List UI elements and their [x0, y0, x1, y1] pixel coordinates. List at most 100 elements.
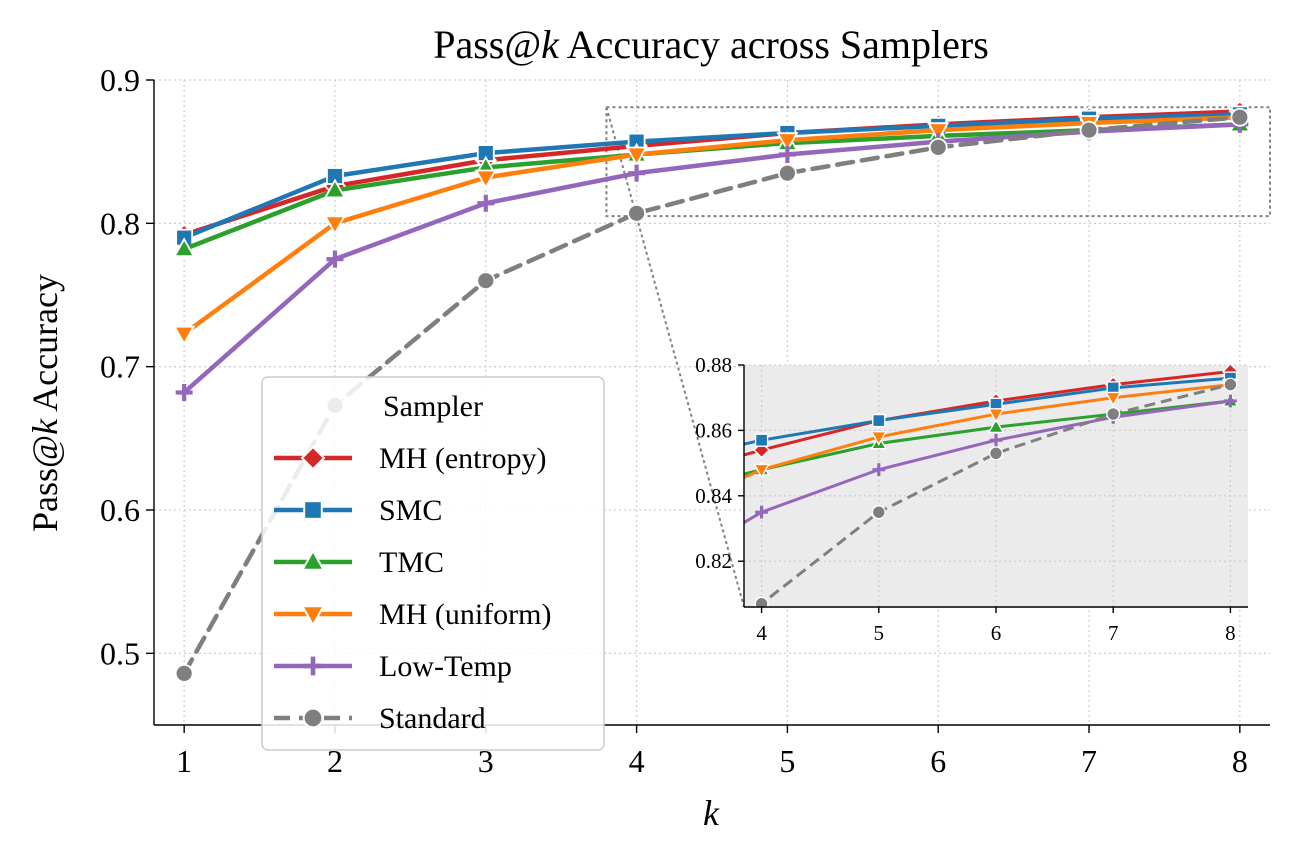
x-tick-label: 5	[779, 743, 795, 779]
inset-x-tick-label: 6	[991, 621, 1002, 645]
inset-series-line-tmc	[744, 399, 1231, 476]
y-axis-label-var: k	[25, 418, 65, 435]
inset-data-point-low-temp	[989, 433, 1003, 447]
x-tick-label: 3	[478, 743, 494, 779]
inset-data-point-smc	[754, 433, 769, 447]
data-point-mh-uniform	[625, 146, 648, 167]
inset-series-line-low-temp	[744, 399, 1231, 525]
inset-series	[744, 365, 1239, 607]
inset-data-point-mh-uniform	[1104, 391, 1122, 407]
legend-swatch-marker	[300, 548, 326, 571]
legend-item-standard: Standard	[274, 702, 486, 735]
legend-item-mh-entropy: MH (entropy)	[274, 442, 546, 475]
legend-swatch-marker	[303, 656, 323, 676]
inset-data-point-mh-uniform	[987, 408, 1005, 423]
legend-item-low-temp: Low-Temp	[274, 650, 512, 683]
chart-title-prefix: Pass@	[433, 22, 541, 67]
inset-series-line-mh-entropy	[744, 370, 1231, 457]
x-tick-label: 1	[176, 743, 192, 779]
legend: Sampler MH (entropy) SMC TMC MH (uniform) Lo…	[261, 376, 605, 751]
y-axis-label-suffix: Accuracy	[25, 274, 65, 419]
legend-label: MH (uniform)	[379, 598, 551, 631]
inset-y-tick-label: 0.86	[695, 418, 732, 442]
chart-title: Pass@k Accuracy across Samplers	[433, 22, 989, 67]
legend-item-smc: SMC	[274, 494, 442, 527]
legend-item-mh-uniform: MH (uniform)	[274, 598, 551, 631]
data-point-tmc	[323, 178, 347, 199]
legend-label: TMC	[379, 546, 444, 579]
inset-x-tick-label: 4	[756, 621, 767, 645]
legend-swatch-marker	[300, 445, 326, 471]
series-line-smc	[181, 112, 1243, 240]
data-point-standard	[1079, 120, 1099, 140]
inset-data-point-low-temp	[1224, 394, 1237, 408]
inset-data-point-low-temp	[755, 505, 768, 519]
x-tick-label: 6	[930, 743, 946, 779]
y-axis-label: Pass@k Accuracy	[25, 274, 65, 532]
inset-data-point-mh-uniform	[753, 463, 770, 479]
x-tick-label: 8	[1232, 743, 1248, 779]
legend-frame	[261, 376, 605, 751]
x-tick-label: 7	[1081, 743, 1097, 779]
data-point-standard	[1230, 107, 1250, 127]
y-tick-label: 0.8	[100, 205, 140, 241]
inset-data-point-tmc	[987, 418, 1005, 434]
zoom-indicator	[605, 106, 1271, 608]
inset-x-tick-label: 7	[1108, 621, 1119, 645]
data-point-standard	[928, 137, 948, 157]
chart-title-suffix: Accuracy across Samplers	[559, 22, 989, 67]
x-tick-label: 2	[327, 743, 343, 779]
y-tick-label: 0.5	[100, 635, 140, 671]
legend-label: MH (entropy)	[379, 442, 546, 475]
inset-axes: 4 5 6 7 8 0.82 0.84 0.86 0.88	[695, 353, 1248, 645]
inset-data-point-standard	[1223, 377, 1238, 392]
inset-y-tick-label: 0.84	[695, 484, 732, 508]
data-point-standard	[476, 271, 496, 291]
legend-swatch-marker	[302, 707, 324, 729]
data-point-standard	[778, 163, 797, 183]
data-point-mh-uniform	[474, 169, 497, 190]
inset-data-point-standard	[871, 505, 886, 520]
inset-series-line-smc	[744, 376, 1231, 446]
inset-grid	[744, 364, 1248, 607]
data-point-mh-uniform	[927, 122, 950, 143]
inset-y-tick-label: 0.82	[695, 549, 732, 573]
data-point-mh-uniform	[173, 325, 196, 346]
legend-label: Standard	[379, 702, 486, 735]
inset-series-line-mh-uniform	[744, 383, 1231, 480]
inset-chart: 4 5 6 7 8 0.82 0.84 0.86 0.88	[695, 353, 1248, 645]
series-line-mh-uniform	[181, 115, 1243, 336]
y-tick-label: 0.6	[100, 492, 140, 528]
legend-swatch-marker	[300, 605, 326, 628]
inset-series-line-standard	[757, 383, 1231, 607]
data-point-standard	[174, 664, 194, 683]
zoom-connector-line	[605, 106, 745, 608]
data-point-low-temp	[175, 383, 193, 401]
legend-title: Sampler	[383, 390, 483, 423]
data-point-low-temp	[778, 146, 796, 164]
data-point-mh-uniform	[323, 215, 347, 236]
inset-data-point-low-temp	[872, 463, 886, 477]
zoom-region-rect	[605, 106, 1271, 218]
legend-label: SMC	[379, 494, 442, 527]
data-point-tmc	[173, 237, 196, 258]
main-axes: 1 2 3 4 5 6 7 8 0.5 0.6 0.7 0.8 0.9	[100, 62, 1270, 779]
data-point-mh-uniform	[776, 132, 799, 153]
inset-data-point-standard	[754, 596, 769, 607]
inset-y-tick-label: 0.88	[695, 353, 732, 377]
inset-data-point-smc	[872, 413, 886, 428]
y-axis-label-prefix: Pass@	[25, 435, 65, 532]
chart-title-var: k	[541, 22, 560, 67]
inset-series-standard	[754, 377, 1238, 607]
main-series	[172, 100, 1252, 683]
inset-x-tick-label: 5	[874, 621, 885, 645]
legend-swatch-marker	[303, 500, 323, 520]
y-tick-label: 0.7	[100, 349, 140, 385]
y-tick-label: 0.9	[100, 62, 140, 98]
data-point-low-temp	[628, 164, 646, 182]
series-mh-uniform	[173, 109, 1251, 346]
inset-data-point-standard	[988, 446, 1004, 461]
legend-item-tmc: TMC	[274, 546, 444, 579]
legend-label: Low-Temp	[379, 650, 512, 683]
